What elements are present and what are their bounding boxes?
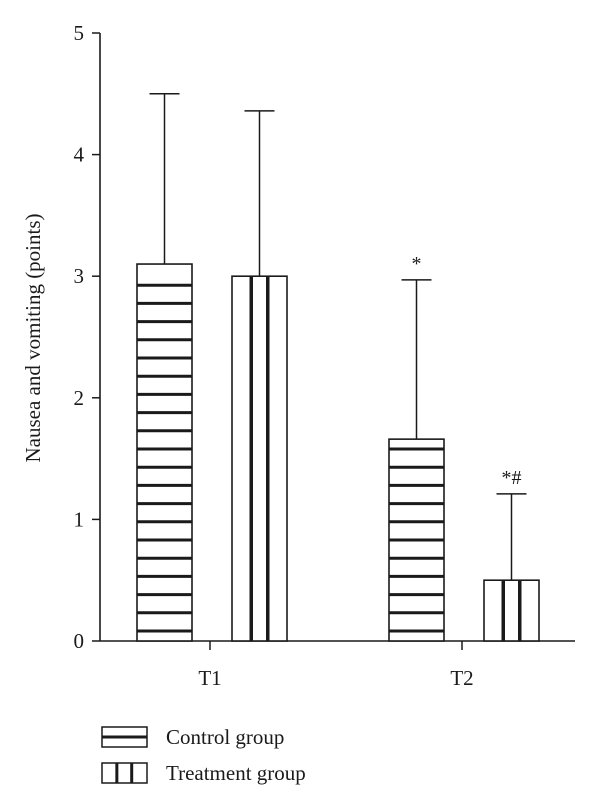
y-tick-label: 2 [74, 386, 85, 410]
error-bar [244, 110, 275, 277]
bar [388, 438, 445, 642]
y-tick-label: 3 [74, 264, 85, 288]
y-tick-label: 1 [74, 507, 85, 531]
x-tick-label: T2 [450, 666, 473, 690]
legend-swatch-box [101, 762, 148, 784]
error-bar [401, 279, 432, 440]
x-tick-label: T1 [198, 666, 221, 690]
error-bars [149, 93, 527, 581]
legend: Control group Treatment group [101, 725, 306, 785]
bar-rect [231, 275, 288, 642]
bars [136, 263, 540, 642]
bar-rect [483, 579, 540, 642]
legend-swatch [101, 726, 148, 748]
legend-item: Control group [101, 725, 284, 749]
bar [483, 579, 540, 642]
legend-swatch [101, 762, 148, 784]
bar-rect [136, 263, 193, 642]
bar [136, 263, 193, 642]
legend-item: Treatment group [101, 761, 306, 785]
annotations: * *# [412, 253, 522, 489]
y-tick-label: 4 [74, 143, 85, 167]
bar [231, 275, 288, 642]
error-bar [496, 493, 527, 581]
error-bar [149, 93, 180, 265]
y-axis-label: Nausea and vomiting (points) [21, 213, 45, 462]
significance-marker: * [412, 253, 422, 275]
y-tick-label: 5 [74, 21, 85, 45]
significance-marker: *# [502, 467, 522, 489]
y-tick-label: 0 [74, 629, 85, 653]
legend-label: Treatment group [166, 761, 306, 785]
legend-label: Control group [166, 725, 284, 749]
